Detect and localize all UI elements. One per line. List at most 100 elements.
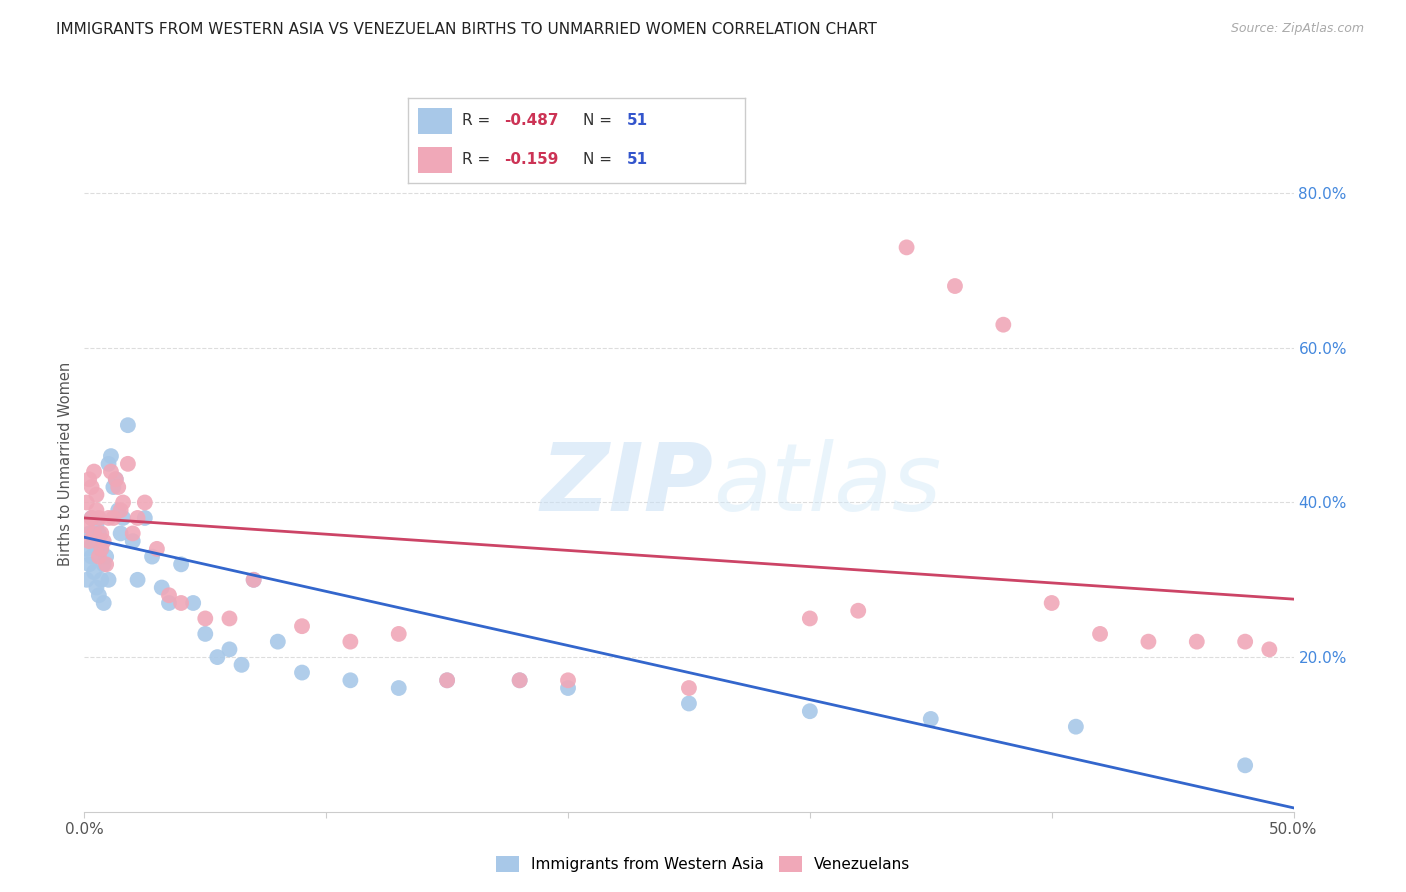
Point — [267, 634, 290, 648]
Point — [291, 619, 314, 633]
Point — [77, 558, 100, 572]
Point — [181, 596, 204, 610]
Point — [77, 534, 100, 549]
Point — [127, 511, 149, 525]
Point — [194, 627, 217, 641]
Text: ZIP: ZIP — [540, 439, 713, 531]
Point — [207, 650, 229, 665]
Point — [557, 681, 579, 695]
Point — [117, 418, 139, 433]
Point — [388, 681, 411, 695]
Point — [83, 465, 105, 479]
Point — [103, 511, 125, 525]
Point — [80, 511, 103, 525]
Point — [141, 549, 163, 564]
Point — [1088, 627, 1111, 641]
Point — [100, 465, 122, 479]
Point — [83, 534, 105, 549]
Point — [1234, 634, 1257, 648]
Point — [678, 697, 700, 711]
Point — [103, 480, 125, 494]
Point — [86, 503, 108, 517]
Point — [93, 596, 115, 610]
Y-axis label: Births to Unmarried Women: Births to Unmarried Women — [58, 362, 73, 566]
Text: R =: R = — [461, 113, 495, 128]
Point — [170, 558, 193, 572]
Bar — [418, 108, 451, 134]
Point — [86, 518, 108, 533]
Point — [134, 495, 156, 509]
Point — [86, 488, 108, 502]
Point — [107, 503, 129, 517]
Point — [94, 549, 117, 564]
Point — [83, 565, 105, 579]
Point — [943, 279, 966, 293]
Text: 51: 51 — [627, 113, 648, 128]
Point — [93, 558, 115, 572]
Point — [104, 472, 127, 486]
Point — [112, 495, 135, 509]
Point — [436, 673, 458, 688]
Point — [557, 673, 579, 688]
Point — [157, 588, 180, 602]
Point — [509, 673, 531, 688]
Point — [291, 665, 314, 680]
Point — [94, 558, 117, 572]
Point — [134, 511, 156, 525]
Point — [90, 541, 112, 556]
Text: N =: N = — [583, 153, 617, 168]
Point — [90, 573, 112, 587]
Point — [110, 503, 132, 517]
Legend: Immigrants from Western Asia, Venezuelans: Immigrants from Western Asia, Venezuelan… — [488, 848, 918, 880]
Point — [112, 511, 135, 525]
Point — [90, 541, 112, 556]
Bar — [418, 147, 451, 173]
Point — [77, 526, 100, 541]
Point — [80, 511, 103, 525]
Text: 51: 51 — [627, 153, 648, 168]
Text: -0.487: -0.487 — [503, 113, 558, 128]
Point — [339, 634, 361, 648]
Point — [87, 511, 110, 525]
Point — [896, 240, 918, 254]
Point — [110, 526, 132, 541]
Point — [1258, 642, 1281, 657]
Point — [97, 457, 120, 471]
Point — [799, 704, 821, 718]
Point — [170, 596, 193, 610]
Point — [97, 511, 120, 525]
Point — [107, 480, 129, 494]
Point — [194, 611, 217, 625]
Point — [100, 449, 122, 463]
Point — [77, 472, 100, 486]
Point — [121, 534, 143, 549]
Point — [146, 541, 169, 556]
Point — [242, 573, 264, 587]
Point — [104, 472, 127, 486]
Point — [76, 518, 98, 533]
Point — [388, 627, 411, 641]
Point — [242, 573, 264, 587]
Text: Source: ZipAtlas.com: Source: ZipAtlas.com — [1230, 22, 1364, 36]
Point — [127, 573, 149, 587]
Point — [157, 596, 180, 610]
Point — [920, 712, 942, 726]
Point — [83, 526, 105, 541]
Point — [87, 526, 110, 541]
Point — [1234, 758, 1257, 772]
Point — [86, 581, 108, 595]
Point — [1185, 634, 1208, 648]
Text: R =: R = — [461, 153, 495, 168]
Point — [80, 480, 103, 494]
Point — [80, 549, 103, 564]
Text: atlas: atlas — [713, 439, 942, 530]
Text: IMMIGRANTS FROM WESTERN ASIA VS VENEZUELAN BIRTHS TO UNMARRIED WOMEN CORRELATION: IMMIGRANTS FROM WESTERN ASIA VS VENEZUEL… — [56, 22, 877, 37]
Point — [218, 642, 240, 657]
Point — [1137, 634, 1160, 648]
Point — [76, 541, 98, 556]
Point — [339, 673, 361, 688]
Point — [87, 588, 110, 602]
Point — [1040, 596, 1063, 610]
Point — [799, 611, 821, 625]
Point — [90, 526, 112, 541]
